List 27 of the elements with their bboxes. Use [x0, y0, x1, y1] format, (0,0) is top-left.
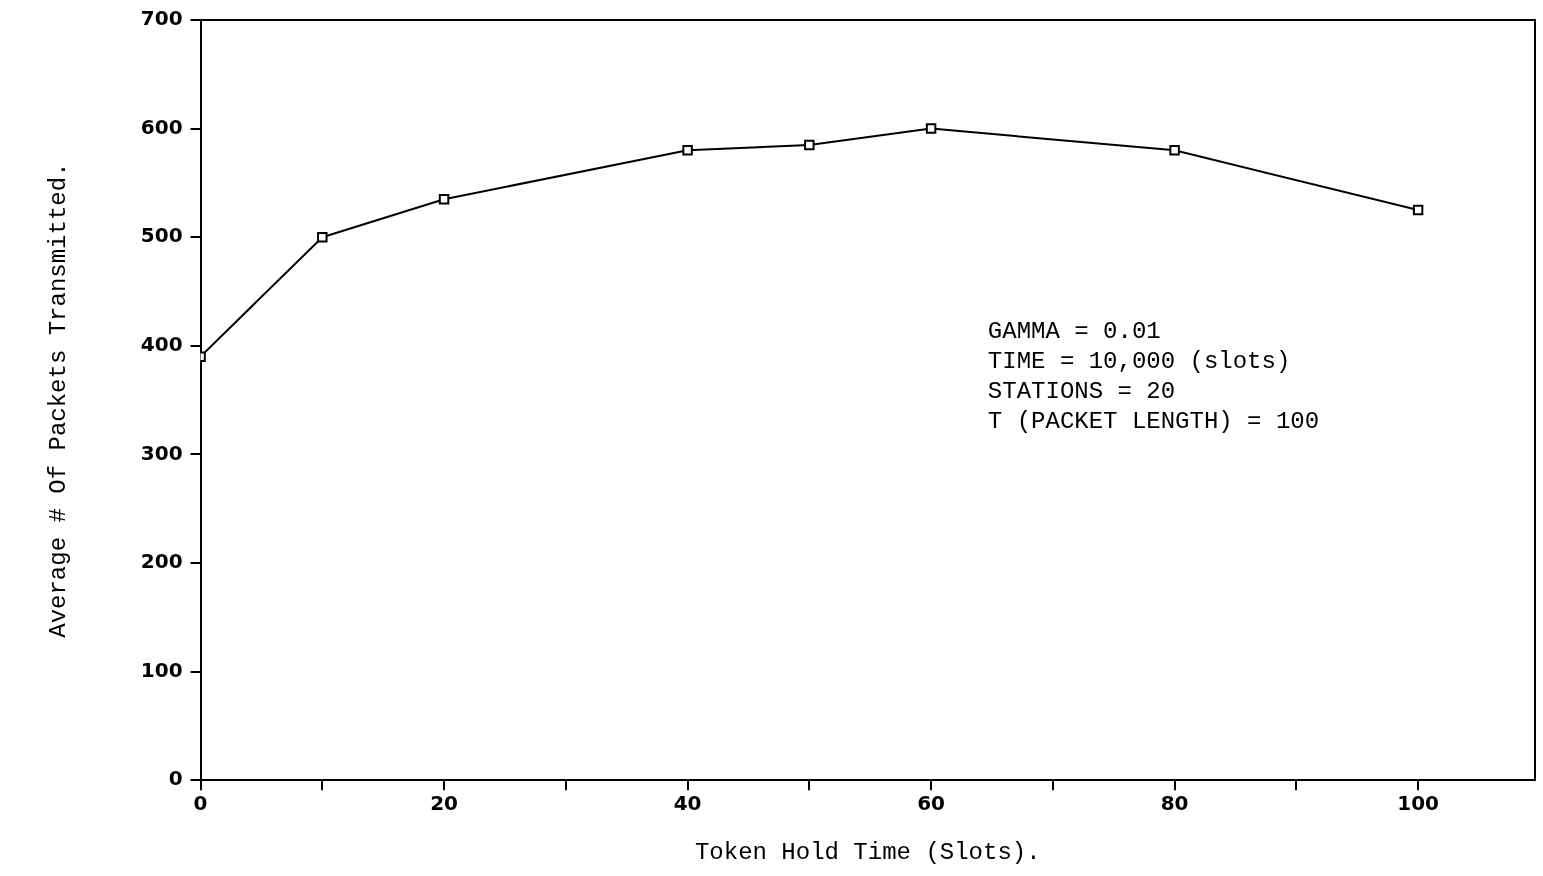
annotation: TIME = 10,000 (slots) [987, 348, 1291, 376]
x-axis-title: Token Hold Time (Slots). [694, 838, 1041, 866]
point [438, 193, 450, 205]
point [1169, 145, 1180, 156]
point [1412, 204, 1424, 216]
x-tick-label: 80 [1160, 791, 1189, 816]
x-tick-label: 0 [193, 791, 208, 816]
x-tick-label: 100 [1397, 791, 1439, 816]
point [682, 145, 693, 156]
annotation: GAMMA = 0.01 [987, 318, 1161, 346]
y-tick-label: 300 [140, 440, 183, 465]
y-tick-label: 700 [140, 6, 183, 31]
point [317, 231, 328, 243]
y-axis-title: Average # Of Packets Transmitted. [44, 162, 72, 638]
x-tick-label: 20 [430, 791, 458, 816]
y-tick-label: 0 [168, 766, 183, 791]
point [804, 139, 815, 151]
y-tick-label: 600 [140, 114, 183, 139]
y-tick-label: 100 [140, 657, 183, 682]
x-tick-label: 60 [917, 791, 946, 816]
y-tick-label: 400 [140, 332, 183, 356]
annotation: T (PACKET LENGTH) = 100 [987, 408, 1320, 436]
x-tick-label: 40 [673, 791, 702, 816]
point [925, 123, 937, 134]
y-tick-label: 500 [140, 223, 183, 248]
annotation: STATIONS = 20 [987, 378, 1176, 406]
y-tick-label: 200 [140, 549, 183, 574]
